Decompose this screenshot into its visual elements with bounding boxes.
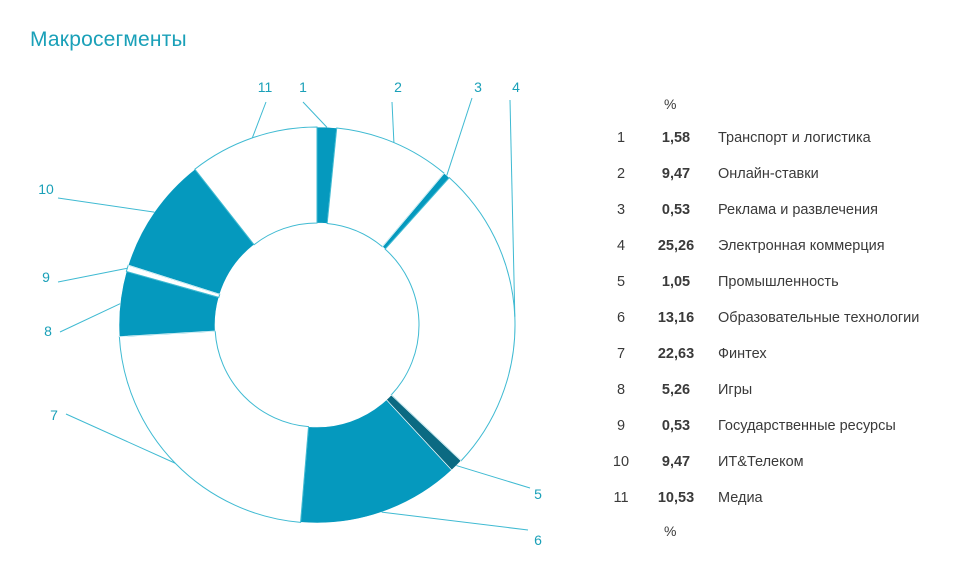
legend-label: Финтех (718, 346, 767, 362)
donut-slices (118, 126, 516, 524)
legend-number: 10 (612, 454, 630, 470)
legend: % 1 1,58 Транспорт и логистика 2 9,47 Онлайн-… (600, 0, 974, 565)
callout-line-10 (57, 197, 155, 213)
legend-value: 25,26 (657, 238, 695, 254)
legend-value: 9,47 (661, 166, 691, 182)
callout-label-2: 2 (394, 79, 402, 95)
callout-line-9 (57, 267, 128, 283)
callout-label-5: 5 (534, 486, 542, 502)
legend-number: 7 (616, 346, 626, 362)
legend-number: 5 (616, 274, 626, 290)
callout-label-9: 9 (42, 269, 50, 285)
callout-line-7 (65, 413, 176, 464)
legend-number: 4 (616, 238, 626, 254)
callout-line-8 (59, 303, 121, 333)
legend-label: Образовательные технологии (718, 310, 920, 326)
legend-row-3: 3 0,53 Реклама и развлечения (600, 202, 974, 238)
slice-4 (384, 176, 516, 462)
legend-value: 0,53 (661, 202, 691, 218)
callout-line-11 (251, 101, 267, 139)
legend-label: Игры (718, 382, 753, 398)
legend-unit-top: % (664, 96, 677, 112)
legend-label: Онлайн-ставки (718, 166, 819, 182)
callouts: 1 2 3 4 5 6 7 8 9 10 11 (38, 79, 542, 548)
callout-label-3: 3 (474, 79, 482, 95)
legend-row-10: 10 9,47 ИТ&Телеком (600, 454, 974, 490)
legend-row-5: 5 1,05 Промышленность (600, 274, 974, 310)
callout-label-6: 6 (534, 532, 542, 548)
legend-value: 1,05 (661, 274, 691, 290)
legend-number: 8 (616, 382, 626, 398)
legend-row-2: 2 9,47 Онлайн-ставки (600, 166, 974, 202)
callout-line-4 (509, 99, 516, 317)
legend-value: 5,26 (661, 382, 691, 398)
legend-label: Медиа (718, 490, 763, 506)
legend-number: 2 (616, 166, 626, 182)
legend-value: 1,58 (661, 130, 691, 146)
legend-number: 1 (616, 130, 626, 146)
legend-value: 0,53 (661, 418, 691, 434)
legend-row-11: 11 10,53 Медиа (600, 490, 974, 526)
chart-title: Макросегменты (30, 28, 187, 51)
callout-line-5 (456, 465, 531, 489)
callout-label-4: 4 (512, 79, 520, 95)
legend-row-7: 7 22,63 Финтех (600, 346, 974, 382)
legend-value: 9,47 (661, 454, 691, 470)
legend-number: 3 (616, 202, 626, 218)
legend-label: ИТ&Телеком (718, 454, 804, 470)
callout-label-8: 8 (44, 323, 52, 339)
legend-label: Транспорт и логистика (718, 130, 871, 146)
legend-number: 6 (616, 310, 626, 326)
legend-row-9: 9 0,53 Государственные ресурсы (600, 418, 974, 454)
legend-label: Электронная коммерция (718, 238, 885, 254)
callout-label-1: 1 (299, 79, 307, 95)
slice-7 (118, 330, 310, 523)
legend-value: 22,63 (657, 346, 695, 362)
legend-label: Промышленность (718, 274, 839, 290)
legend-number: 11 (613, 490, 629, 506)
legend-value: 10,53 (657, 490, 695, 506)
legend-row-8: 8 5,26 Игры (600, 382, 974, 418)
callout-line-6 (381, 511, 529, 531)
callout-line-1 (302, 101, 328, 128)
legend-number: 9 (616, 418, 626, 434)
legend-value: 13,16 (657, 310, 695, 326)
legend-row-6: 6 13,16 Образовательные технологии (600, 310, 974, 346)
legend-row-4: 4 25,26 Электронная коммерция (600, 238, 974, 274)
callout-line-3 (446, 97, 473, 176)
slice-11 (194, 126, 318, 246)
legend-label: Государственные ресурсы (718, 418, 896, 434)
callout-line-2 (391, 101, 395, 143)
callout-label-7: 7 (50, 407, 58, 423)
legend-label: Реклама и развлечения (718, 202, 878, 218)
callout-label-11: 11 (258, 79, 273, 95)
legend-unit-bottom: % (664, 523, 677, 539)
legend-row-1: 1 1,58 Транспорт и логистика (600, 130, 974, 166)
callout-label-10: 10 (38, 181, 54, 197)
